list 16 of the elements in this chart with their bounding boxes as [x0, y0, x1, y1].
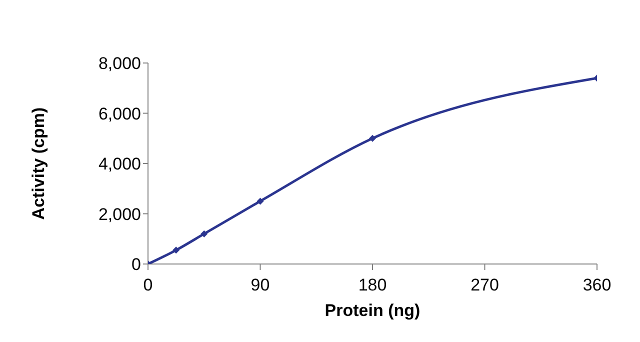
point [200, 230, 208, 238]
point [369, 134, 376, 142]
x-tick-label: 270 [470, 275, 499, 294]
y-tick-label: 0 [132, 255, 141, 274]
x-axis-title: Protein (ng) [324, 301, 420, 320]
point [172, 246, 180, 254]
y-tick-label: 2,000 [98, 204, 141, 224]
x-tick-label: 180 [358, 275, 387, 294]
y-tick-label: 8,000 [98, 54, 141, 74]
point [256, 198, 264, 205]
x-tick-label: 90 [250, 275, 270, 294]
y-tick-label: 4,000 [98, 154, 141, 174]
y-axis-title: Activity (cpm) [29, 107, 48, 220]
x-tick-label: 360 [582, 275, 612, 294]
x-tick-label: 0 [143, 275, 153, 294]
y-tick-label: 6,000 [98, 104, 141, 124]
